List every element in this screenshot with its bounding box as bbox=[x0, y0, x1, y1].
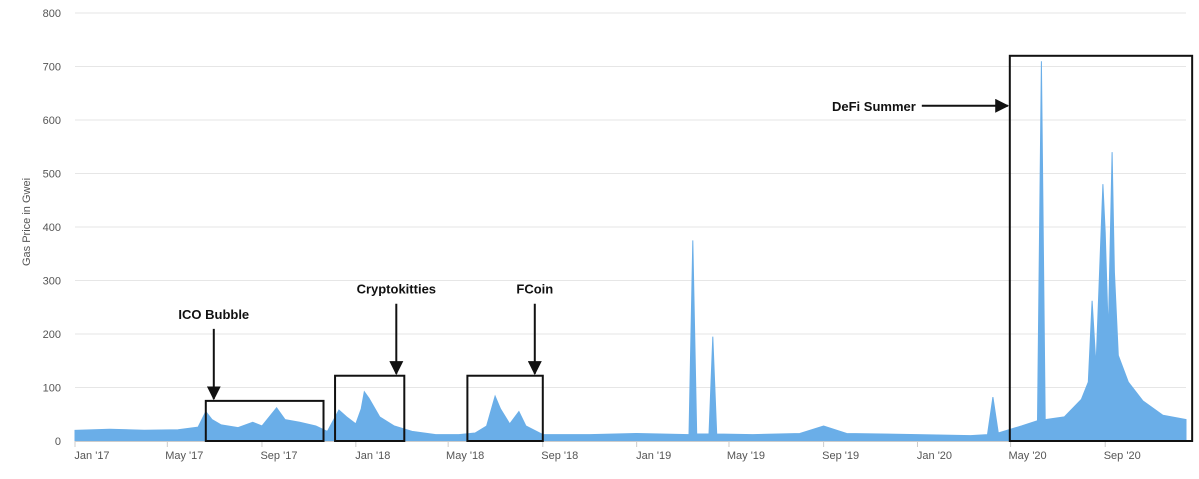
y-tick-label: 500 bbox=[43, 169, 61, 181]
y-tick-label: 600 bbox=[43, 115, 61, 127]
x-tick-label: Sep '19 bbox=[822, 450, 859, 462]
y-tick-label: 300 bbox=[43, 276, 61, 288]
annotation-label: Cryptokitties bbox=[357, 282, 436, 297]
annotation-box bbox=[466, 374, 544, 443]
grid-layer bbox=[75, 12, 1186, 388]
annotation-label: DeFi Summer bbox=[832, 99, 916, 114]
y-tick-label: 400 bbox=[43, 222, 61, 234]
y-tick-label: 0 bbox=[55, 436, 61, 448]
area-layer bbox=[74, 61, 1187, 442]
x-tick-label: May '19 bbox=[727, 450, 765, 462]
y-axis-title: Gas Price in Gwei bbox=[21, 178, 33, 266]
x-tick-label: May '18 bbox=[446, 450, 484, 462]
annotation-layer: ICO Bubble Cryptokitties FCoin DeFi Summer bbox=[178, 54, 1194, 443]
x-tick-label: Jan '19 bbox=[636, 450, 671, 462]
x-tick-label: May '20 bbox=[1008, 450, 1046, 462]
y-tick-label: 800 bbox=[43, 8, 61, 20]
annotation-box bbox=[204, 399, 325, 442]
annotation-label: ICO Bubble bbox=[178, 307, 249, 322]
x-tick-label: Jan '18 bbox=[355, 450, 390, 462]
y-tick-label: 200 bbox=[43, 329, 61, 341]
annotation-box bbox=[334, 374, 406, 443]
y-tick-label: 100 bbox=[43, 383, 61, 395]
x-tick-label: Sep '17 bbox=[260, 450, 297, 462]
annotation-box bbox=[1008, 54, 1194, 443]
x-tick-label: Sep '20 bbox=[1104, 450, 1141, 462]
y-tick-label: 700 bbox=[43, 62, 61, 74]
x-tick-label: Jan '17 bbox=[74, 450, 109, 462]
annotation-label: FCoin bbox=[516, 282, 553, 297]
series-area bbox=[74, 61, 1187, 442]
x-tick-label: Jan '20 bbox=[917, 450, 952, 462]
x-tick-label: May '17 bbox=[165, 450, 203, 462]
x-tick-label: Sep '18 bbox=[541, 450, 578, 462]
